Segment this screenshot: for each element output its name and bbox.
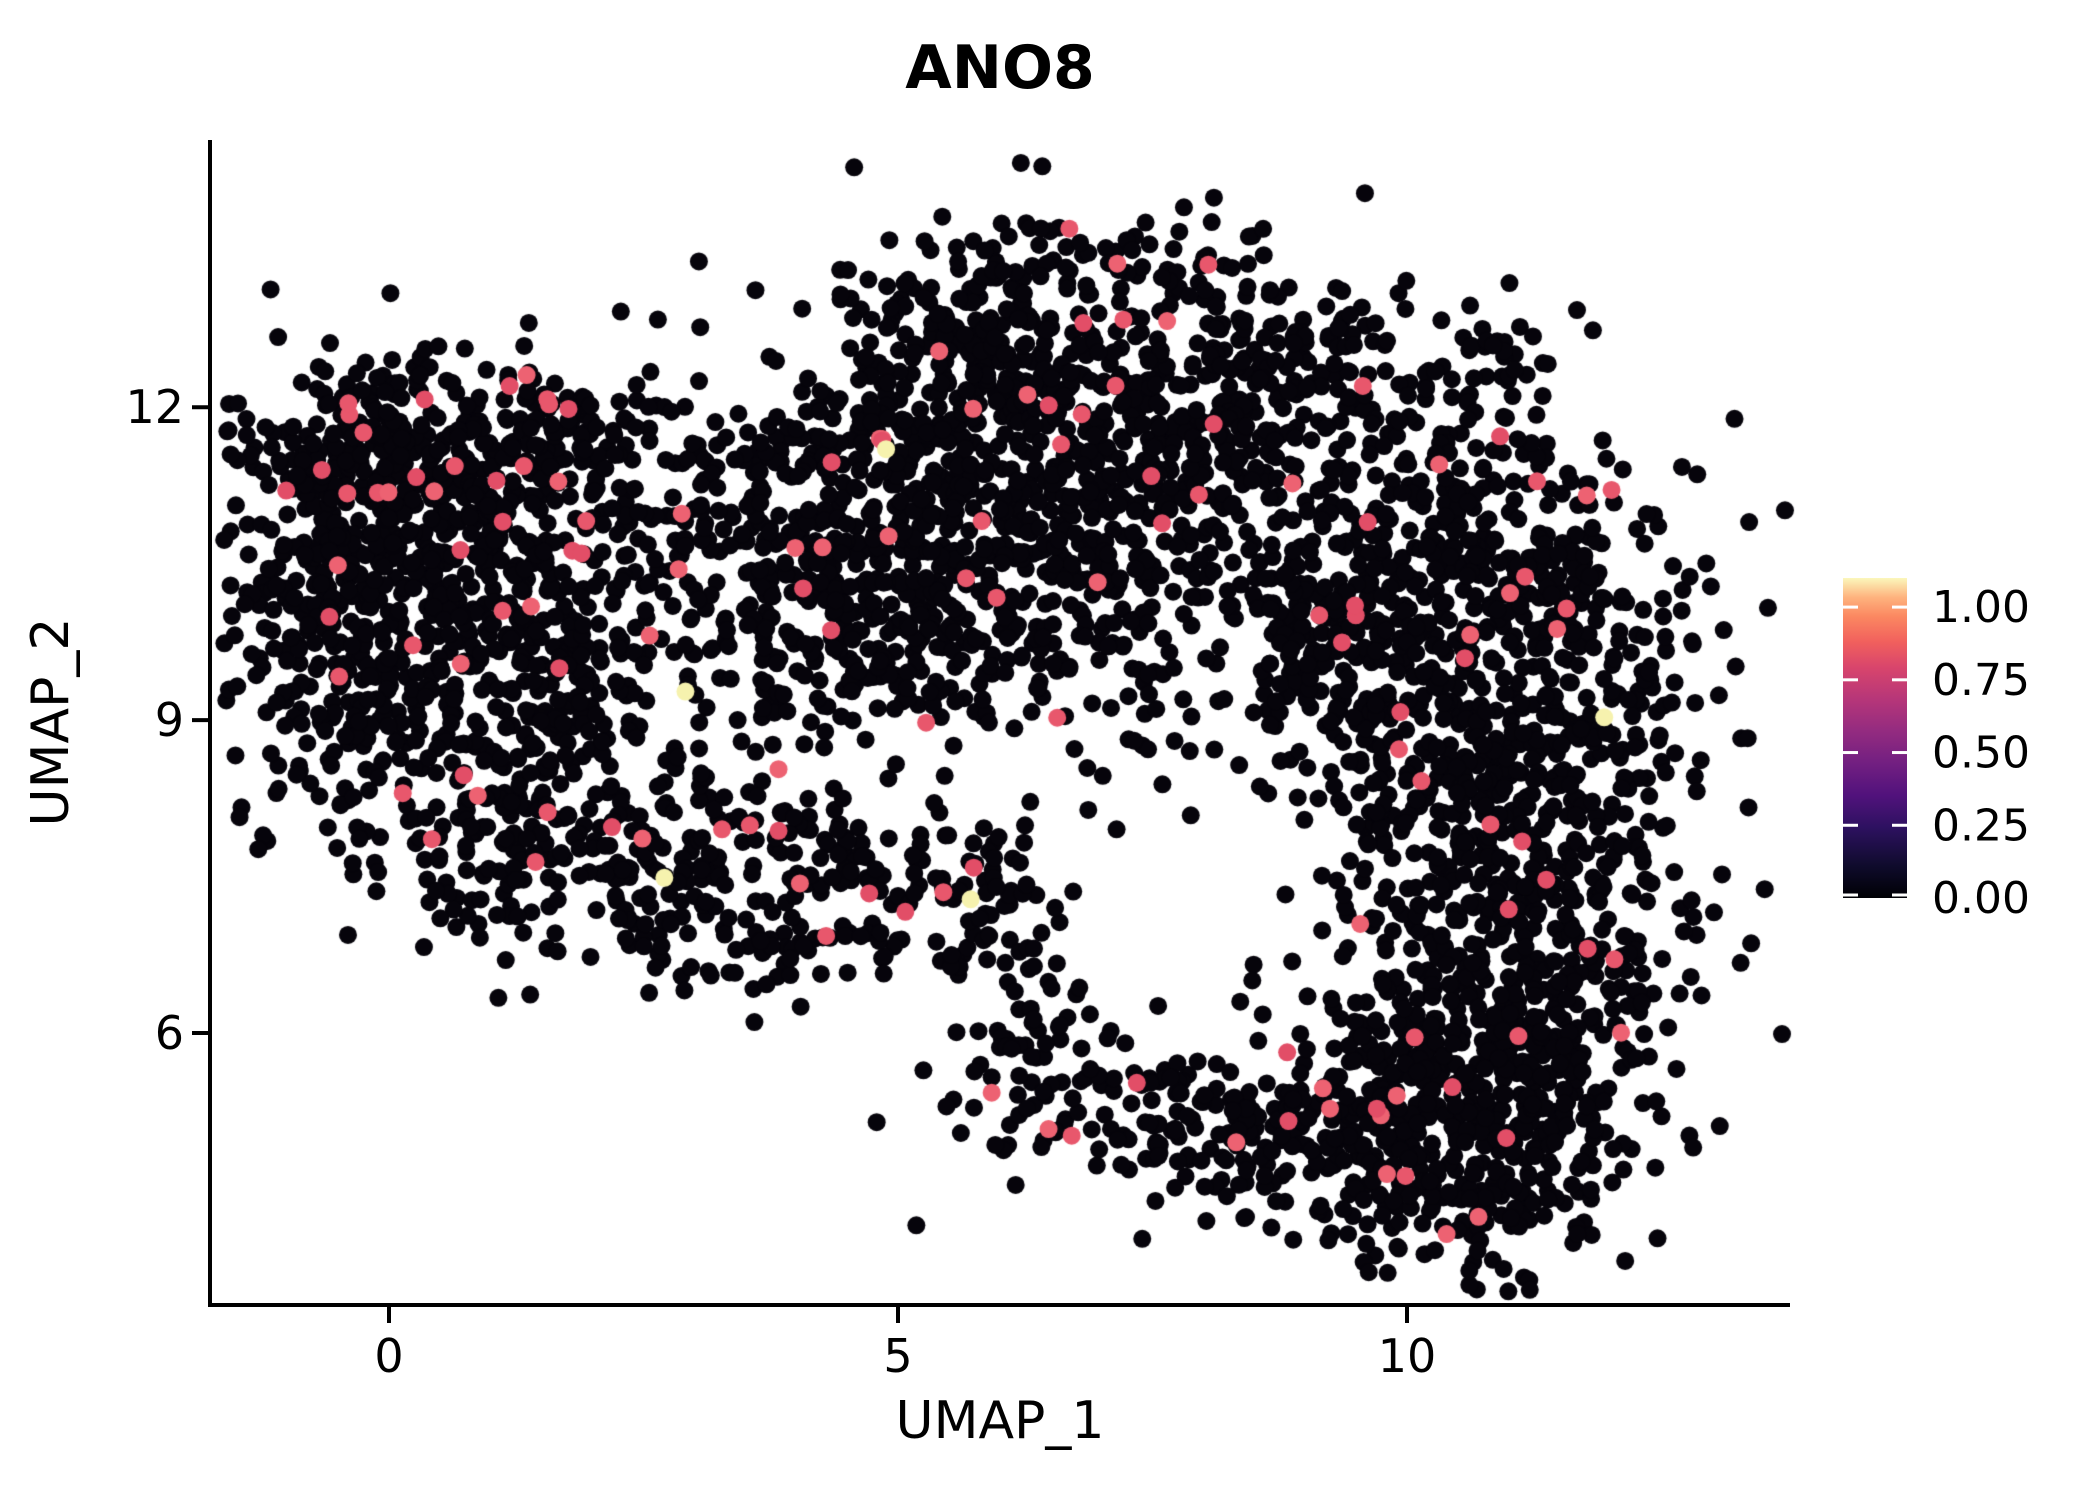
colorbar-gradient	[1843, 578, 1907, 898]
x-tick-label: 5	[883, 1329, 912, 1383]
x-axis-ticks: 0 5 10	[374, 1305, 1436, 1383]
x-tick-label: 10	[1378, 1329, 1437, 1383]
y-tick-label: 9	[155, 693, 184, 747]
colorbar-ticks	[1843, 605, 1907, 897]
colorbar-tick-label: 0.75	[1932, 655, 2030, 706]
y-tick-label: 12	[125, 380, 184, 434]
colorbar-tick-labels: 1.00 0.75 0.50 0.25 0.00	[1932, 582, 2030, 924]
y-tick-label: 6	[155, 1006, 184, 1060]
colorbar-tick-label: 0.50	[1932, 728, 2030, 779]
y-axis-ticks: 12 9 6	[125, 380, 210, 1060]
colorbar-tick-label: 1.00	[1932, 582, 2030, 633]
plot-title: ANO8	[905, 33, 1094, 103]
colorbar-tick-label: 0.00	[1932, 873, 2030, 924]
x-axis-title: UMAP_1	[896, 1391, 1105, 1451]
y-axis-title: UMAP_2	[21, 618, 81, 827]
colorbar-tick-label: 0.25	[1932, 800, 2030, 851]
x-tick-label: 0	[374, 1329, 403, 1383]
